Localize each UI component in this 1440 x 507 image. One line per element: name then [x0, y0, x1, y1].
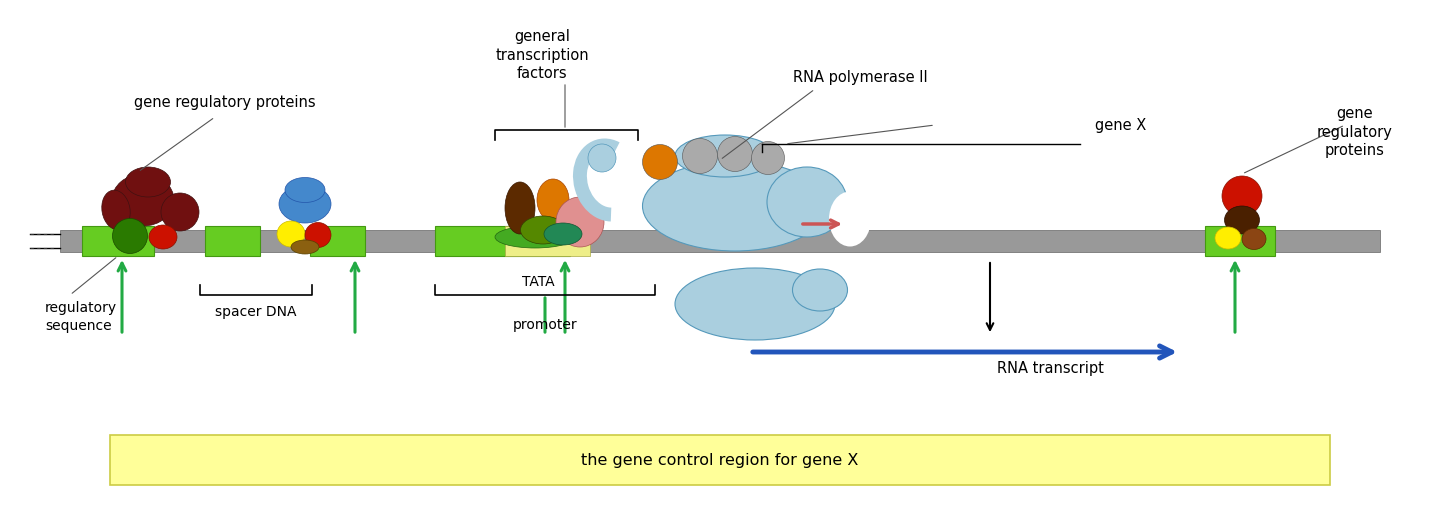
Circle shape: [683, 138, 717, 173]
Text: gene regulatory proteins: gene regulatory proteins: [134, 94, 315, 110]
Text: gene X: gene X: [1094, 118, 1146, 132]
Text: general
transcription
factors: general transcription factors: [495, 29, 589, 81]
Ellipse shape: [1224, 206, 1260, 234]
Ellipse shape: [829, 192, 871, 246]
Ellipse shape: [675, 268, 835, 340]
Text: regulatory
sequence: regulatory sequence: [45, 301, 117, 333]
Ellipse shape: [642, 161, 828, 251]
Text: promoter: promoter: [513, 318, 577, 332]
Ellipse shape: [285, 177, 325, 202]
Ellipse shape: [544, 223, 582, 245]
Bar: [82, 226, 154, 256]
Circle shape: [717, 136, 753, 171]
Circle shape: [642, 144, 677, 179]
Ellipse shape: [505, 182, 536, 234]
Text: spacer DNA: spacer DNA: [215, 305, 297, 319]
Text: gene
regulatory
proteins: gene regulatory proteins: [1318, 106, 1392, 158]
Ellipse shape: [495, 226, 575, 248]
Circle shape: [752, 141, 785, 174]
Text: RNA transcript: RNA transcript: [996, 361, 1103, 377]
Circle shape: [1223, 176, 1261, 216]
FancyBboxPatch shape: [109, 435, 1331, 485]
Ellipse shape: [768, 167, 847, 237]
Bar: [435, 226, 570, 256]
Ellipse shape: [276, 221, 305, 247]
Bar: [1205, 226, 1274, 256]
Ellipse shape: [279, 185, 331, 223]
Bar: [204, 226, 261, 256]
Ellipse shape: [1241, 229, 1266, 249]
Ellipse shape: [291, 240, 320, 254]
Circle shape: [112, 219, 147, 254]
Ellipse shape: [588, 144, 616, 172]
Ellipse shape: [675, 135, 775, 177]
Ellipse shape: [792, 269, 848, 311]
Ellipse shape: [148, 225, 177, 249]
Bar: [60, 230, 1380, 252]
Ellipse shape: [102, 190, 130, 230]
Ellipse shape: [556, 197, 603, 247]
Text: RNA polymerase II: RNA polymerase II: [792, 69, 927, 85]
Ellipse shape: [537, 179, 569, 221]
Ellipse shape: [112, 174, 174, 226]
Ellipse shape: [305, 223, 331, 247]
Ellipse shape: [1215, 227, 1241, 249]
Text: the gene control region for gene X: the gene control region for gene X: [582, 453, 858, 467]
Ellipse shape: [125, 167, 170, 197]
Ellipse shape: [161, 193, 199, 231]
Text: TATA: TATA: [523, 275, 554, 289]
Bar: [505, 226, 590, 256]
Ellipse shape: [520, 216, 566, 244]
Bar: [310, 226, 364, 256]
